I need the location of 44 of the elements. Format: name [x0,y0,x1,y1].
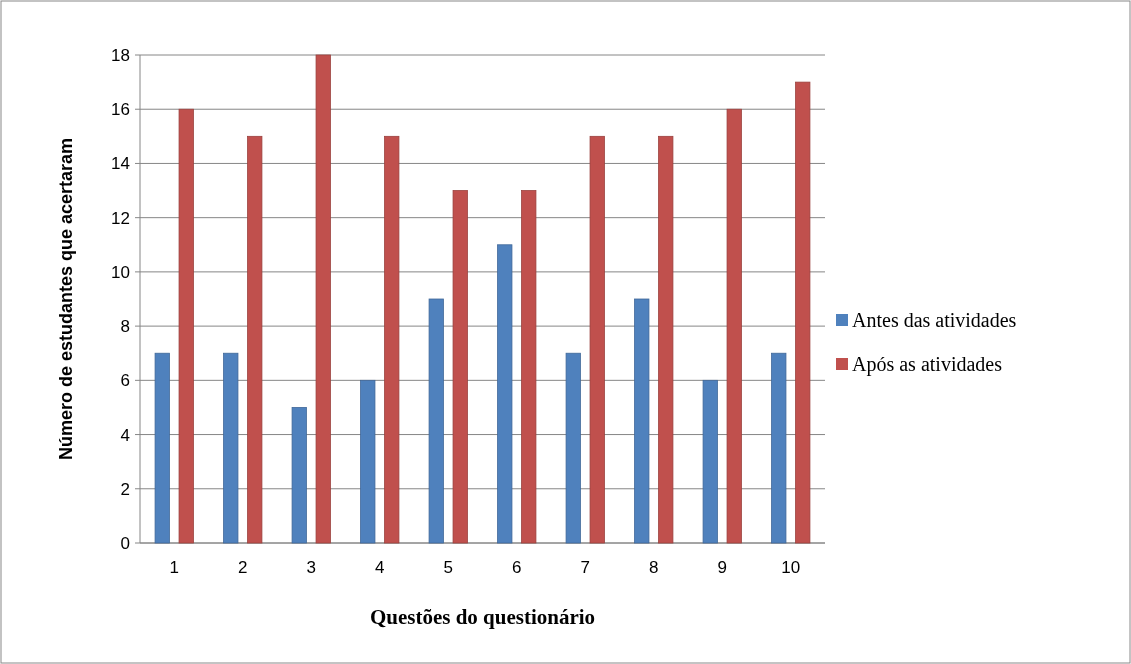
y-tick-label: 8 [120,317,130,337]
bar [497,244,513,544]
x-tick-label: 6 [512,558,522,577]
x-tick-label: 9 [717,558,727,577]
y-tick-label: 12 [111,208,130,228]
bar [452,190,468,544]
bar [771,352,787,544]
bar [658,135,674,544]
bar [315,54,331,544]
bar [384,135,400,544]
x-tick-label: 2 [238,558,248,577]
bar [428,298,444,544]
x-tick-label: 5 [443,558,453,577]
bar [634,298,650,544]
bar [360,379,376,544]
y-tick-label: 16 [111,100,130,120]
bar [521,190,537,544]
x-tick-label: 1 [169,558,179,577]
bar [589,135,605,544]
x-axis-title: Questões do questionário [369,605,596,629]
y-tick-label: 0 [120,533,130,553]
y-tick-label: 4 [120,425,130,445]
x-tick-label: 10 [781,558,801,577]
bar [247,135,263,544]
y-tick-label: 2 [120,479,130,499]
x-tick-label: 7 [580,558,590,577]
y-tick-label: 18 [111,45,130,65]
y-tick-label: 6 [120,371,130,391]
bar [223,352,239,544]
x-tick-label: 8 [649,558,659,577]
legend-label: Antes das atividades [852,309,1017,331]
y-tick-label: 14 [111,154,130,174]
x-tick-label: 4 [375,558,385,577]
bar [291,407,307,544]
y-axis-title: Número de estudantes que acertaram [56,137,76,461]
bar [795,81,811,544]
bar [726,108,742,544]
bar [565,352,581,544]
x-tick-label: 3 [306,558,316,577]
y-tick-label: 10 [111,262,130,282]
legend-label: Após as atividades [852,353,1003,376]
bar [154,352,170,544]
bar [178,108,194,544]
bar [702,379,718,544]
